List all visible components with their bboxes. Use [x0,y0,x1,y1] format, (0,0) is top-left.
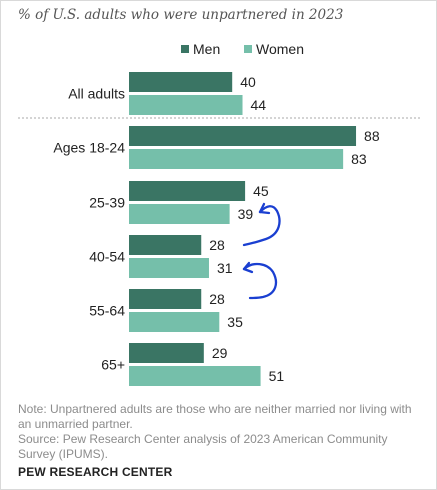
legend-swatch-women [244,45,252,53]
bar-men [129,343,204,363]
category-label: 65+ [101,357,125,373]
bar-men [129,72,233,92]
bar-men [129,126,357,146]
value-label-men: 40 [240,74,256,90]
bar-women [129,95,243,115]
chart-source: Source: Pew Research Center analysis of … [18,432,388,461]
chart-note: Note: Unpartnered adults are those who a… [18,402,412,431]
value-label-women: 31 [217,260,233,276]
bar-men [129,235,202,255]
handwritten-arrowhead-annotation [258,202,271,215]
legend-label-men: Men [193,41,220,57]
value-label-women: 44 [251,97,267,113]
bar-women [129,149,344,169]
bar-women [129,258,209,278]
value-label-men: 88 [364,128,380,144]
category-label: 40-54 [89,249,125,265]
value-label-men: 29 [212,345,228,361]
bar-men [129,289,202,309]
chart-title: % of U.S. adults who were unpartnered in… [18,7,343,23]
legend-swatch-men [181,45,189,53]
category-label: Ages 18-24 [53,140,125,156]
category-label: 25-39 [89,195,125,211]
footer-logo-text: PEW RESEARCH CENTER [18,465,173,479]
handwritten-arrow-annotation [242,205,281,247]
category-label: All adults [68,86,125,102]
category-label: 55-64 [89,303,125,319]
value-label-men: 45 [253,183,269,199]
value-label-men: 28 [209,237,225,253]
bar-women [129,366,261,386]
handwritten-annotations [242,202,281,300]
handwritten-arrow-annotation [242,262,278,300]
value-label-men: 28 [209,291,225,307]
value-label-women: 51 [269,368,285,384]
bar-men [129,181,246,201]
bar-women [129,312,220,332]
value-label-women: 35 [227,314,243,330]
value-label-women: 83 [351,151,367,167]
handwritten-arrowhead-annotation [242,261,254,274]
bar-women [129,204,230,224]
legend-label-women: Women [256,41,304,57]
bars-layer: All adults 40 44 Ages 18-24 88 83 25-39 45 39 40-… [53,72,380,386]
legend: Men Women [181,41,304,57]
value-label-women: 39 [238,206,254,222]
